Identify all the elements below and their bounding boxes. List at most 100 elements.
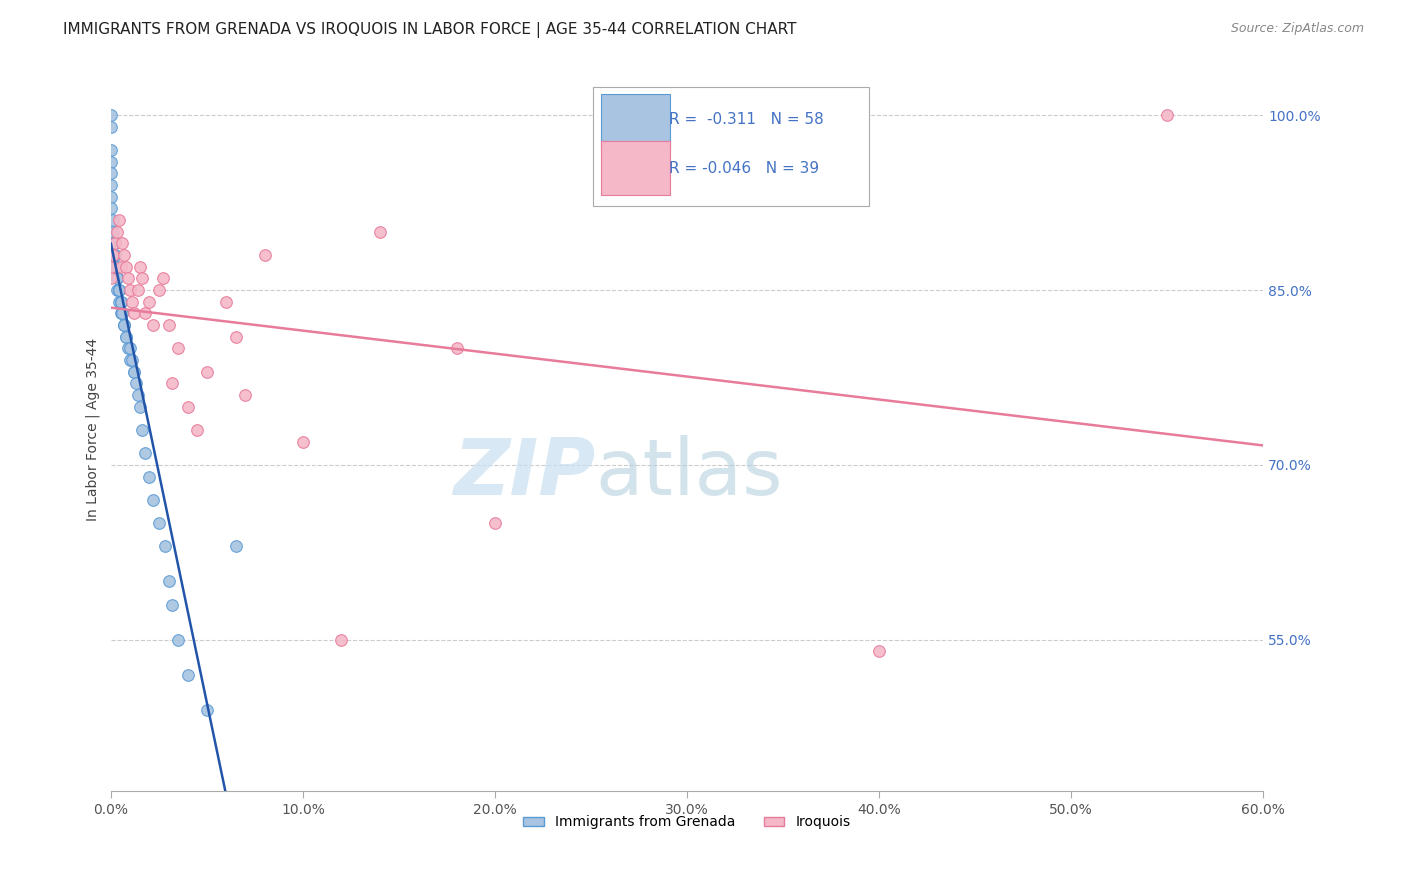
Point (131, 271, 153, 285)
Point (107, 213, 129, 227)
FancyBboxPatch shape (592, 87, 869, 206)
Point (225, 329, 247, 343)
Legend: Immigrants from Grenada, Iroquois: Immigrants from Grenada, Iroquois (517, 810, 856, 835)
Point (225, 540, 247, 554)
Point (157, 574, 180, 589)
Point (177, 667, 200, 681)
Point (111, 306, 134, 320)
Point (127, 388, 149, 402)
Point (100, 271, 122, 285)
Point (195, 703, 218, 717)
Point (107, 283, 129, 297)
Text: R = -0.046   N = 39: R = -0.046 N = 39 (669, 161, 818, 176)
Point (110, 294, 132, 309)
Point (112, 318, 135, 332)
Point (167, 632, 190, 647)
Point (115, 260, 138, 274)
Point (100, 108, 122, 122)
Point (105, 271, 128, 285)
Point (117, 341, 139, 355)
Point (120, 283, 142, 297)
Point (105, 271, 128, 285)
Text: ZIP: ZIP (453, 435, 595, 511)
Point (291, 434, 314, 449)
Point (104, 248, 127, 262)
Point (100, 154, 122, 169)
Text: R =  -0.311   N = 58: R = -0.311 N = 58 (669, 112, 824, 127)
Text: atlas: atlas (595, 435, 782, 511)
Point (104, 260, 127, 274)
Point (100, 178, 122, 193)
Y-axis label: In Labor Force | Age 35-44: In Labor Force | Age 35-44 (86, 338, 100, 522)
Point (121, 294, 143, 309)
Point (101, 248, 124, 262)
Point (122, 365, 145, 379)
Point (115, 329, 138, 343)
Point (186, 423, 208, 437)
Point (100, 143, 122, 157)
FancyBboxPatch shape (600, 94, 669, 148)
Point (162, 598, 184, 612)
Point (100, 260, 122, 274)
FancyBboxPatch shape (600, 141, 669, 195)
Point (121, 353, 143, 368)
Point (368, 225, 391, 239)
Point (153, 540, 176, 554)
Point (104, 236, 127, 251)
Point (110, 306, 132, 320)
Point (122, 365, 145, 379)
Point (138, 469, 160, 483)
Point (105, 225, 128, 239)
Point (128, 260, 150, 274)
Point (100, 120, 122, 134)
Point (446, 341, 468, 355)
Point (128, 400, 150, 414)
Point (177, 400, 200, 414)
Point (111, 236, 134, 251)
Point (117, 271, 139, 285)
Point (112, 248, 135, 262)
Point (142, 318, 165, 332)
Point (152, 271, 174, 285)
Point (110, 294, 132, 309)
Point (142, 492, 165, 507)
Point (330, 632, 353, 647)
Point (112, 318, 135, 332)
Point (120, 341, 142, 355)
Point (125, 376, 148, 391)
Point (195, 365, 218, 379)
Point (215, 294, 238, 309)
Point (1156, 108, 1178, 122)
Point (253, 248, 276, 262)
Text: Source: ZipAtlas.com: Source: ZipAtlas.com (1230, 22, 1364, 36)
Point (107, 283, 129, 297)
Point (100, 202, 122, 216)
Point (122, 306, 145, 320)
Point (157, 318, 180, 332)
Point (131, 423, 153, 437)
Point (110, 294, 132, 309)
Point (107, 294, 129, 309)
Point (112, 318, 135, 332)
Point (484, 516, 506, 530)
Point (104, 236, 127, 251)
Point (111, 306, 134, 320)
Point (105, 271, 128, 285)
Point (100, 166, 122, 180)
Point (101, 236, 124, 251)
Point (233, 388, 256, 402)
Point (162, 376, 184, 391)
Point (101, 225, 124, 239)
Point (111, 306, 134, 320)
Point (100, 190, 122, 204)
Point (105, 260, 128, 274)
Point (110, 260, 132, 274)
Point (107, 283, 129, 297)
Point (101, 213, 124, 227)
Point (148, 283, 170, 297)
Text: IMMIGRANTS FROM GRENADA VS IROQUOIS IN LABOR FORCE | AGE 35-44 CORRELATION CHART: IMMIGRANTS FROM GRENADA VS IROQUOIS IN L… (63, 22, 797, 38)
Point (115, 329, 138, 343)
Point (120, 353, 142, 368)
Point (868, 644, 890, 658)
Point (148, 516, 170, 530)
